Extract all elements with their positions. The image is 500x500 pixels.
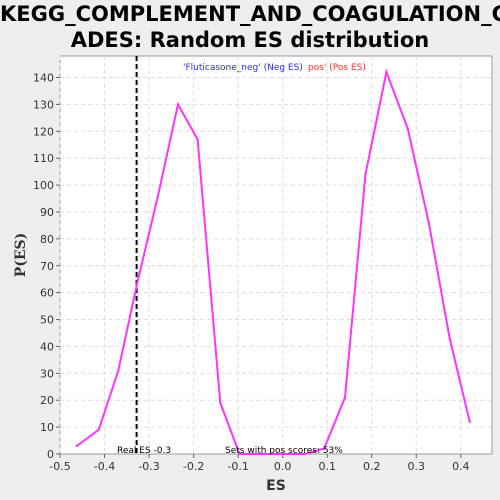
x-tick-label: 0.0 <box>274 460 292 473</box>
data-point <box>196 138 199 141</box>
y-axis-label: P(ES) <box>13 233 29 278</box>
x-tick-label: -0.1 <box>227 460 248 473</box>
legend-pos: pos' (Pos ES) <box>308 63 366 73</box>
data-point <box>260 452 263 456</box>
x-tick-label: -0.4 <box>94 460 115 473</box>
data-point <box>364 173 367 176</box>
real-es-label: Real ES -0.3 <box>117 446 171 456</box>
data-point <box>282 452 286 456</box>
y-tick-label: 110 <box>33 152 54 165</box>
data-point <box>385 70 388 74</box>
y-tick-label: 80 <box>40 233 54 246</box>
y-tick-label: 0 <box>47 448 54 461</box>
y-tick-label: 90 <box>40 206 54 219</box>
x-axis: -0.5 -0.4 -0.3 -0.2 -0.1 0.0 0.1 0.2 0.3 0.4 <box>49 454 470 473</box>
legend-neg: 'Fluticasone_neg' (Neg ES) <box>183 63 303 73</box>
x-tick-label: -0.2 <box>183 460 204 473</box>
data-point <box>136 280 139 284</box>
y-tick-label: 100 <box>33 179 54 192</box>
y-tick-label: 10 <box>40 421 54 434</box>
chart-title-line-1: KEGG_COMPLEMENT_AND_COAGULATION_CASC <box>0 2 500 26</box>
data-point <box>343 396 347 399</box>
data-point <box>176 103 180 106</box>
x-tick-label: -0.5 <box>49 460 70 473</box>
pos-scores-label: Sets with pos scores: 53% <box>225 446 343 456</box>
data-point <box>219 401 222 405</box>
data-point <box>406 127 410 130</box>
y-tick-label: 70 <box>40 260 54 273</box>
plot-area <box>59 55 493 455</box>
data-point <box>97 428 100 431</box>
series-line <box>76 68 471 455</box>
x-tick-label: 0.4 <box>452 460 470 473</box>
y-tick-label: 30 <box>40 367 54 380</box>
y-axis: 0 10 20 30 40 50 60 70 80 90 100 110 120 130 140 <box>33 72 60 461</box>
x-tick-label: 0.1 <box>318 460 336 473</box>
data-point <box>448 337 451 340</box>
data-point <box>156 194 160 198</box>
x-axis-label: ES <box>266 478 286 494</box>
data-point <box>75 444 79 448</box>
data-point <box>238 452 241 456</box>
y-tick-label: 120 <box>33 125 54 138</box>
y-tick-label: 20 <box>40 394 54 407</box>
data-point <box>303 452 307 456</box>
x-tick-label: 0.3 <box>408 460 426 473</box>
x-tick-label: 0.2 <box>363 460 381 473</box>
y-tick-label: 40 <box>40 340 54 353</box>
data-point <box>468 420 471 423</box>
data-point <box>322 447 326 450</box>
y-tick-label: 60 <box>40 287 54 300</box>
x-tick-label: -0.3 <box>138 460 159 473</box>
y-tick-label: 140 <box>33 72 54 85</box>
data-point <box>427 221 430 224</box>
data-point <box>117 369 120 372</box>
chart-title-line-2: ADES: Random ES distribution <box>70 28 430 52</box>
y-tick-label: 50 <box>40 314 54 327</box>
series-points <box>75 70 471 456</box>
y-tick-label: 130 <box>33 98 54 111</box>
